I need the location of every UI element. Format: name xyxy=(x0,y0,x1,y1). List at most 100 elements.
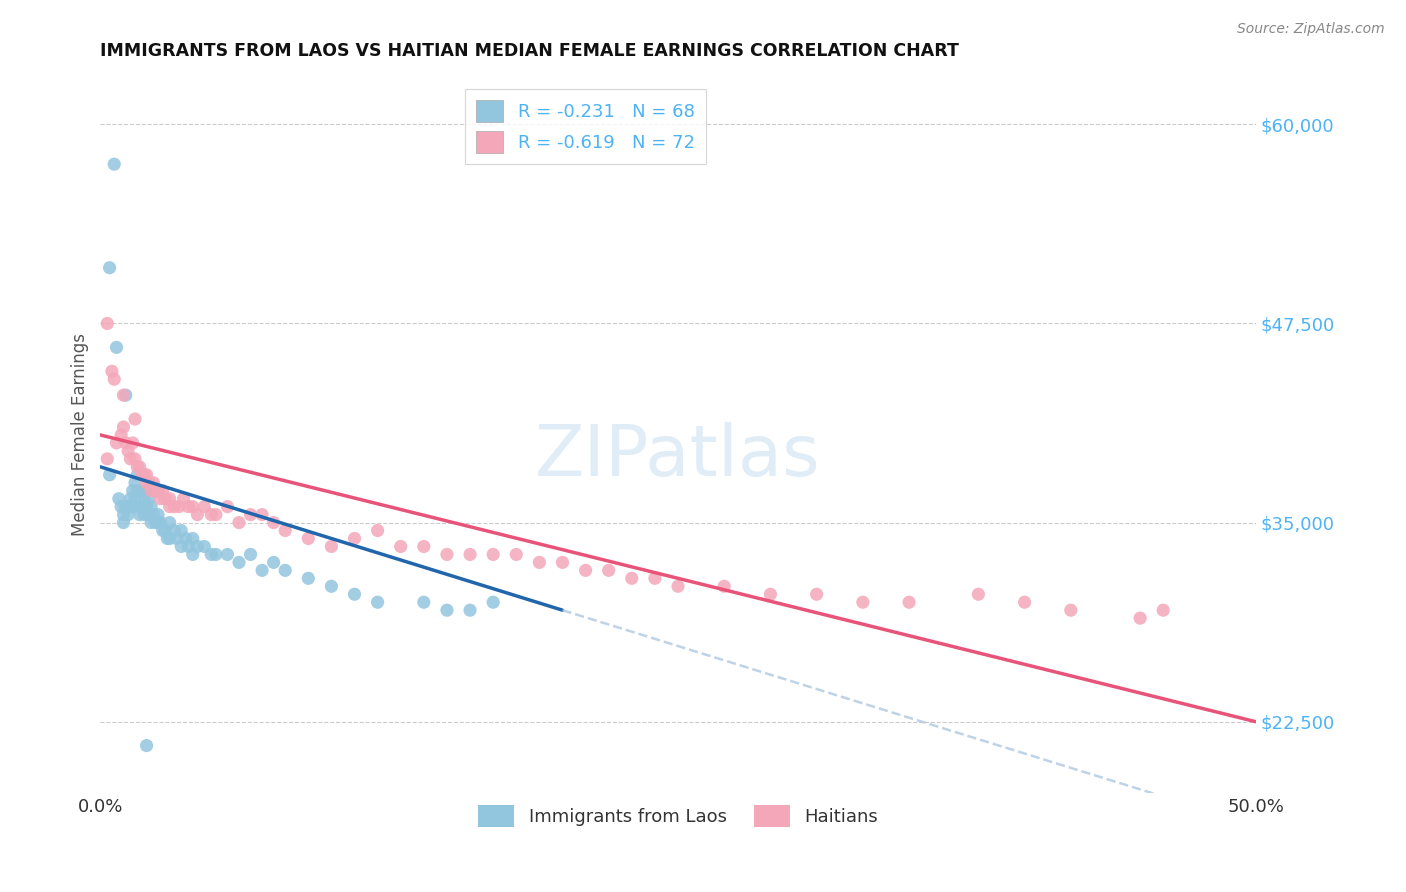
Point xyxy=(121,436,143,450)
Point xyxy=(177,540,200,554)
Point xyxy=(173,491,195,506)
Point xyxy=(149,516,172,530)
Point xyxy=(110,428,132,442)
Point xyxy=(228,555,250,569)
Legend: Immigrants from Laos, Haitians: Immigrants from Laos, Haitians xyxy=(471,798,886,835)
Point xyxy=(806,587,828,601)
Point xyxy=(98,260,121,275)
Point xyxy=(117,443,139,458)
Point xyxy=(297,571,319,585)
Point xyxy=(134,467,156,482)
Point xyxy=(367,524,389,538)
Point xyxy=(297,532,319,546)
Point xyxy=(112,508,135,522)
Point xyxy=(174,532,197,546)
Point xyxy=(367,595,389,609)
Point xyxy=(274,524,297,538)
Point xyxy=(96,317,118,331)
Point xyxy=(135,739,157,753)
Point xyxy=(134,491,156,506)
Point xyxy=(127,467,149,482)
Point xyxy=(574,563,596,577)
Point xyxy=(321,579,343,593)
Point xyxy=(124,412,146,426)
Point xyxy=(205,548,228,562)
Point xyxy=(170,524,193,538)
Point xyxy=(145,483,167,498)
Point xyxy=(146,516,169,530)
Point xyxy=(135,467,157,482)
Point xyxy=(134,508,156,522)
Point xyxy=(620,571,643,585)
Point xyxy=(124,475,146,490)
Point xyxy=(152,483,174,498)
Point xyxy=(389,540,412,554)
Point xyxy=(967,587,990,601)
Point xyxy=(112,516,135,530)
Point xyxy=(121,483,143,498)
Point xyxy=(200,548,222,562)
Point xyxy=(250,508,273,522)
Point xyxy=(205,508,228,522)
Point xyxy=(412,540,434,554)
Point xyxy=(138,491,160,506)
Point xyxy=(153,491,176,506)
Point xyxy=(159,491,181,506)
Point xyxy=(458,603,481,617)
Point xyxy=(200,508,222,522)
Point xyxy=(181,548,204,562)
Point xyxy=(108,491,131,506)
Text: ZIPatlas: ZIPatlas xyxy=(536,422,821,491)
Point xyxy=(436,548,458,562)
Point xyxy=(505,548,527,562)
Point xyxy=(128,508,150,522)
Point xyxy=(170,540,193,554)
Point xyxy=(263,516,285,530)
Point xyxy=(124,491,146,506)
Point xyxy=(153,524,176,538)
Point xyxy=(145,516,167,530)
Point xyxy=(263,555,285,569)
Point xyxy=(149,491,172,506)
Point xyxy=(529,555,551,569)
Point xyxy=(163,524,186,538)
Point xyxy=(217,500,239,514)
Point xyxy=(131,467,153,482)
Point xyxy=(112,388,135,402)
Point xyxy=(127,483,149,498)
Point xyxy=(156,532,179,546)
Point xyxy=(120,500,142,514)
Point xyxy=(274,563,297,577)
Point xyxy=(551,555,574,569)
Point xyxy=(193,500,215,514)
Point xyxy=(146,508,169,522)
Point xyxy=(186,540,208,554)
Point xyxy=(759,587,782,601)
Point xyxy=(105,340,128,354)
Point xyxy=(103,372,125,386)
Point xyxy=(852,595,875,609)
Point xyxy=(112,420,135,434)
Y-axis label: Median Female Earnings: Median Female Earnings xyxy=(72,334,89,536)
Point xyxy=(713,579,735,593)
Point xyxy=(898,595,921,609)
Point xyxy=(167,500,190,514)
Point xyxy=(1014,595,1036,609)
Point xyxy=(412,595,434,609)
Point xyxy=(181,532,204,546)
Point xyxy=(1152,603,1174,617)
Point xyxy=(250,563,273,577)
Point xyxy=(228,516,250,530)
Text: Source: ZipAtlas.com: Source: ZipAtlas.com xyxy=(1237,22,1385,37)
Point xyxy=(96,451,118,466)
Point xyxy=(217,548,239,562)
Point xyxy=(343,532,366,546)
Point xyxy=(159,516,181,530)
Point xyxy=(138,508,160,522)
Point xyxy=(142,508,165,522)
Point xyxy=(135,475,157,490)
Point xyxy=(120,491,142,506)
Text: IMMIGRANTS FROM LAOS VS HAITIAN MEDIAN FEMALE EARNINGS CORRELATION CHART: IMMIGRANTS FROM LAOS VS HAITIAN MEDIAN F… xyxy=(100,42,959,60)
Point xyxy=(110,500,132,514)
Point xyxy=(166,532,188,546)
